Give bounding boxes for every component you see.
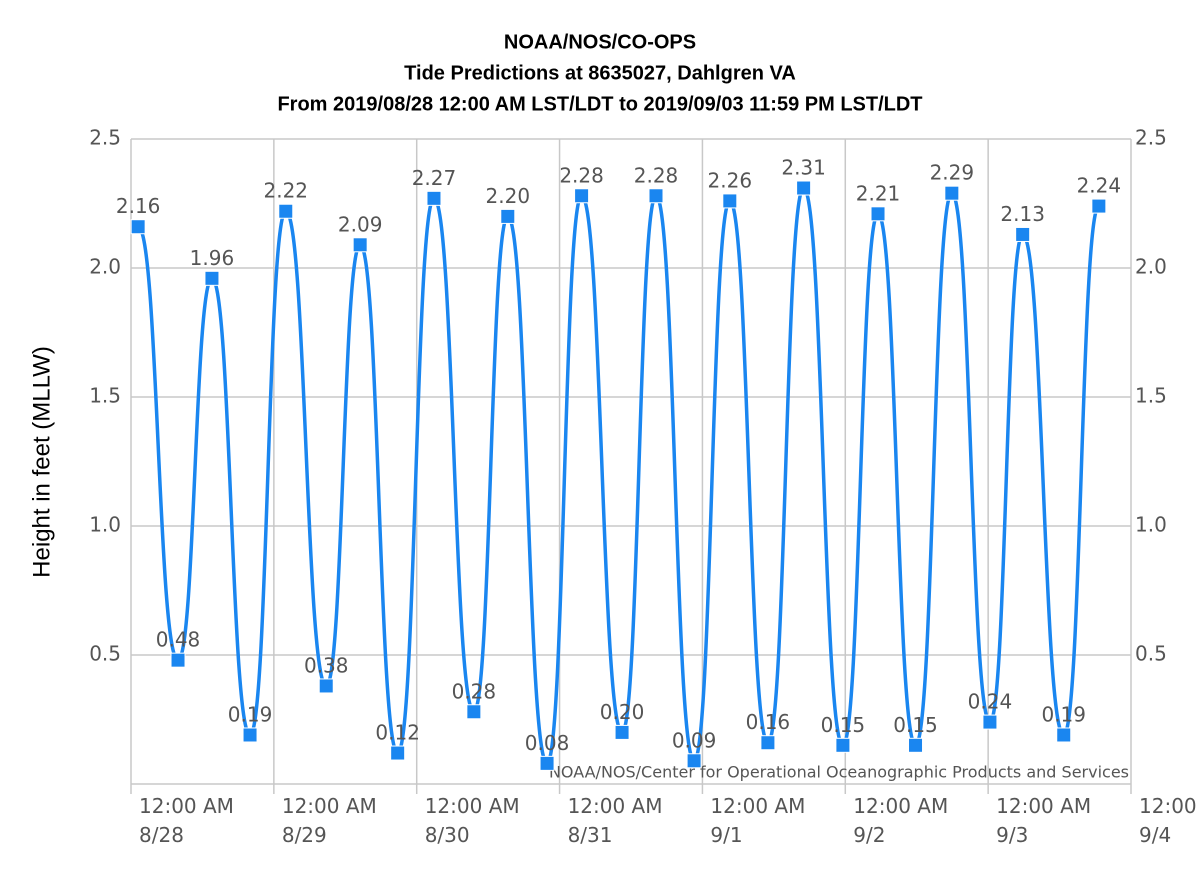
x-tick-label: 12:00 AM 9/3 — [996, 794, 1092, 847]
data-point — [539, 755, 555, 771]
data-label: 2.31 — [781, 156, 826, 180]
data-label: 0.19 — [228, 702, 273, 726]
y-tick-label: 2.5 — [1135, 126, 1167, 150]
data-label: 0.15 — [821, 713, 866, 737]
data-label: 2.16 — [116, 194, 161, 218]
chart-title: NOAA/NOS/CO-OPS — [504, 31, 696, 53]
data-label: 0.09 — [672, 728, 717, 752]
data-point — [870, 206, 886, 222]
data-point — [204, 270, 220, 286]
y-tick-label: 1.5 — [1135, 384, 1167, 408]
y-tick-label: 2.0 — [89, 255, 121, 279]
x-tick-label: 12:00 AM 9/1 — [710, 794, 806, 847]
data-label: 2.24 — [1077, 174, 1122, 198]
data-label: 0.28 — [452, 679, 497, 703]
data-point — [130, 219, 146, 235]
chart-subtitle: Tide Predictions at 8635027, Dahlgren VA — [404, 62, 796, 84]
data-point — [466, 704, 482, 720]
y-axis-label: Height in feet (MLLW) — [28, 346, 55, 578]
data-point — [614, 724, 630, 740]
data-label: 2.20 — [486, 184, 531, 208]
data-label: 0.20 — [600, 700, 645, 724]
data-label: 2.09 — [338, 212, 383, 236]
y-tick-label: 0.5 — [89, 642, 121, 666]
data-point — [426, 190, 442, 206]
x-tick-label: 12:00 AM 8/31 — [567, 794, 663, 847]
credits: NOAA/NOS/Center for Operational Oceanogr… — [549, 763, 1129, 782]
data-point — [648, 188, 664, 204]
data-label: 1.96 — [190, 246, 235, 270]
data-point — [796, 180, 812, 196]
data-point — [722, 193, 738, 209]
data-point — [908, 737, 924, 753]
data-point — [242, 727, 258, 743]
data-point — [944, 185, 960, 201]
data-label: 2.26 — [708, 168, 753, 192]
data-point — [574, 188, 590, 204]
x-tick-label: 12:00 AM 8/28 — [139, 794, 234, 847]
x-tick-label: 12:00 AM 8/30 — [424, 794, 520, 847]
data-point — [318, 678, 334, 694]
y-tick-label: 2.5 — [89, 126, 121, 150]
data-label: 0.24 — [968, 690, 1013, 714]
y-tick-label: 1.0 — [89, 513, 121, 537]
data-point — [500, 208, 516, 224]
data-point — [760, 735, 776, 751]
x-tick-label: 12:00 AM 8/29 — [281, 794, 377, 847]
data-label: 2.27 — [412, 166, 457, 190]
data-point — [278, 203, 294, 219]
data-point — [170, 652, 186, 668]
data-label: 0.15 — [893, 713, 938, 737]
data-label: 2.28 — [559, 163, 604, 187]
data-label: 2.21 — [856, 181, 901, 205]
data-label: 2.28 — [634, 163, 679, 187]
data-point — [835, 737, 851, 753]
data-point — [390, 745, 406, 761]
data-label: 2.29 — [930, 161, 975, 185]
x-tick-label: 12:00 9/4 — [1139, 794, 1197, 847]
data-label: 0.48 — [156, 628, 201, 652]
y-tick-label: 2.0 — [1135, 255, 1167, 279]
data-point — [1015, 226, 1031, 242]
data-point — [686, 753, 702, 769]
data-point — [1056, 727, 1072, 743]
x-tick-label: 12:00 AM 9/2 — [853, 794, 949, 847]
data-point — [352, 237, 368, 253]
data-point — [1091, 198, 1107, 214]
grid — [130, 138, 1132, 784]
data-label: 2.13 — [1000, 202, 1045, 226]
data-label: 0.38 — [304, 653, 349, 677]
data-label: 2.22 — [263, 179, 308, 203]
data-label: 0.08 — [525, 731, 570, 755]
chart-subtitle: From 2019/08/28 12:00 AM LST/LDT to 2019… — [277, 93, 922, 115]
y-tick-label: 0.5 — [1135, 642, 1167, 666]
y-tick-label: 1.0 — [1135, 513, 1167, 537]
tide-line — [136, 186, 1101, 766]
data-point — [982, 714, 998, 730]
y-tick-label: 1.5 — [89, 384, 121, 408]
data-label: 0.16 — [746, 710, 791, 734]
data-label: 0.12 — [375, 721, 420, 745]
data-label: 0.19 — [1041, 702, 1086, 726]
